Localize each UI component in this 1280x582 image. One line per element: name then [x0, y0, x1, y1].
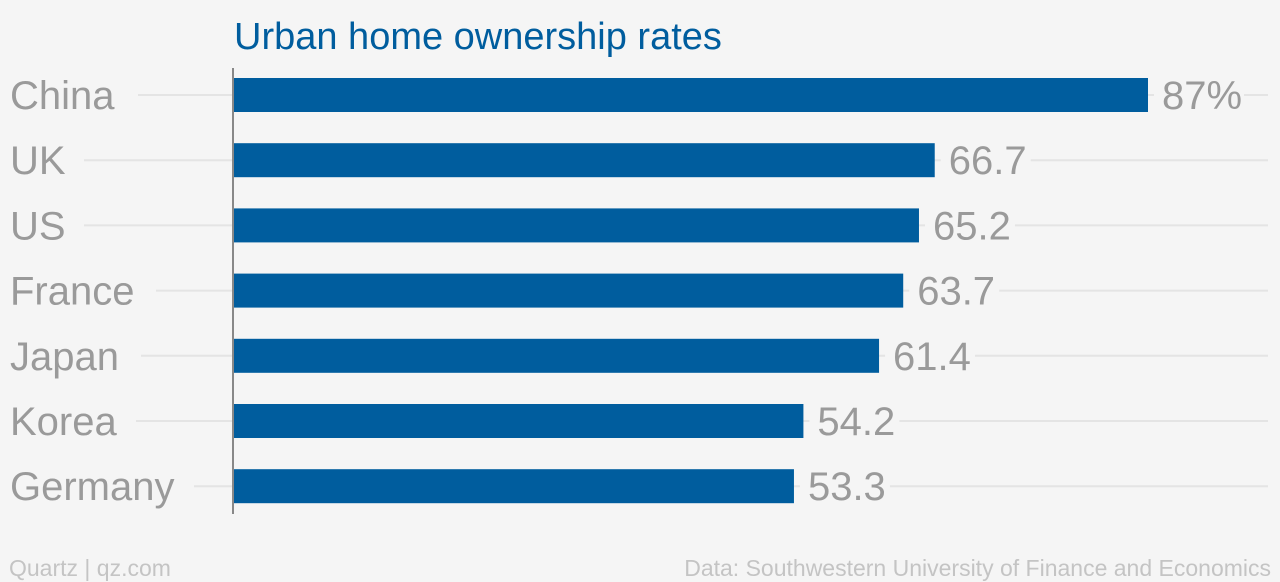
value-label-uk: 66.7: [949, 139, 1027, 183]
value-label-france: 63.7: [917, 270, 995, 314]
category-labels: China UK US France Japan Korea Germany: [10, 74, 175, 509]
category-label-china: China: [10, 74, 115, 118]
bar-us: [234, 208, 919, 243]
value-label-germany: 53.3: [808, 465, 886, 509]
chart-title: Urban home ownership rates: [234, 16, 722, 58]
bar-uk: [234, 143, 935, 178]
value-label-backdrop-korea: [809, 400, 900, 442]
bar-france: [234, 273, 904, 308]
value-labels: 87% 66.7 65.2 63.7 61.4 54.2 53.3: [799, 74, 1244, 509]
value-label-backdrop-france: [909, 269, 1000, 312]
bar-china: [234, 78, 1148, 112]
category-label-japan: Japan: [10, 335, 119, 379]
value-label-backdrop-us: [924, 204, 1015, 247]
value-label-backdrop-japan: [885, 334, 976, 377]
bar-germany: [234, 469, 794, 504]
value-label-backdrop-china: [1154, 74, 1244, 116]
footer-credit: Quartz | qz.com: [9, 555, 171, 581]
category-label-us: US: [10, 204, 66, 248]
footer-source: Data: Southwestern University of Finance…: [684, 555, 1271, 581]
category-label-korea: Korea: [10, 400, 117, 444]
value-label-japan: 61.4: [893, 335, 971, 379]
value-label-china: 87%: [1162, 74, 1242, 118]
value-label-backdrop-germany: [799, 465, 890, 508]
bar-japan: [234, 338, 880, 373]
value-label-backdrop-uk: [940, 139, 1031, 182]
value-label-us: 65.2: [933, 204, 1011, 248]
category-label-germany: Germany: [10, 465, 175, 509]
category-label-uk: UK: [10, 139, 66, 183]
bars: [234, 78, 1148, 504]
category-label-france: France: [10, 270, 135, 314]
value-label-korea: 54.2: [817, 400, 895, 444]
bar-korea: [234, 404, 804, 438]
